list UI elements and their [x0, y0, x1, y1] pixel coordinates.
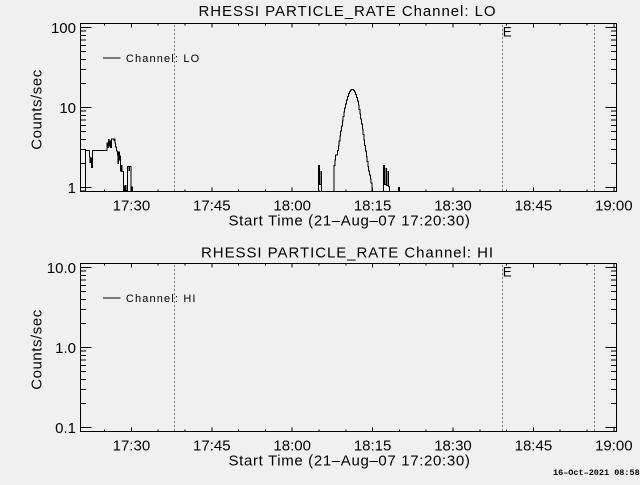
svg-text:Channel: HI: Channel: HI — [126, 293, 197, 305]
svg-text:1: 1 — [68, 180, 76, 197]
svg-text:E: E — [503, 25, 512, 40]
svg-text:RHESSI PARTICLE_RATE Channel:: RHESSI PARTICLE_RATE Channel: LO — [198, 3, 496, 20]
svg-text:18:30: 18:30 — [434, 197, 472, 214]
svg-text:17:30: 17:30 — [113, 197, 151, 214]
svg-text:18:15: 18:15 — [354, 437, 392, 454]
svg-text:18:00: 18:00 — [273, 437, 311, 454]
svg-text:18:00: 18:00 — [273, 197, 311, 214]
svg-text:19:00: 19:00 — [595, 197, 633, 214]
svg-text:E: E — [503, 265, 512, 280]
svg-text:0.1: 0.1 — [55, 420, 76, 437]
svg-text:17:30: 17:30 — [113, 437, 151, 454]
svg-text:18:45: 18:45 — [515, 197, 553, 214]
svg-text:19:00: 19:00 — [595, 437, 633, 454]
svg-text:Counts/sec: Counts/sec — [29, 69, 46, 150]
svg-text:18:30: 18:30 — [434, 437, 472, 454]
svg-text:16–Oct–2021 08:58: 16–Oct–2021 08:58 — [553, 468, 640, 478]
svg-text:10.0: 10.0 — [47, 260, 76, 277]
svg-text:1.0: 1.0 — [55, 340, 76, 357]
svg-text:18:15: 18:15 — [354, 197, 392, 214]
svg-text:17:45: 17:45 — [193, 197, 231, 214]
svg-text:Counts/sec: Counts/sec — [29, 309, 46, 390]
svg-text:Channel: LO: Channel: LO — [126, 53, 200, 65]
svg-text:100: 100 — [51, 20, 76, 37]
svg-text:10: 10 — [59, 100, 76, 117]
svg-text:Start Time (21–Aug–07 17:20:30: Start Time (21–Aug–07 17:20:30) — [229, 452, 471, 469]
svg-text:Start Time (21–Aug–07 17:20:30: Start Time (21–Aug–07 17:20:30) — [229, 212, 471, 229]
svg-text:RHESSI PARTICLE_RATE Channel:: RHESSI PARTICLE_RATE Channel: HI — [201, 245, 494, 262]
svg-text:18:45: 18:45 — [515, 437, 553, 454]
svg-text:17:45: 17:45 — [193, 437, 231, 454]
